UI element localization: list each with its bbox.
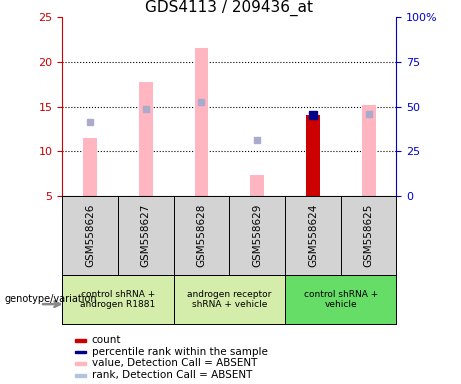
Bar: [174, 275, 285, 324]
Bar: [83, 138, 97, 196]
Text: GSM558629: GSM558629: [252, 204, 262, 267]
Text: GSM558624: GSM558624: [308, 204, 318, 267]
Text: androgen receptor
shRNA + vehicle: androgen receptor shRNA + vehicle: [187, 290, 272, 309]
Text: GSM558627: GSM558627: [141, 204, 151, 267]
Bar: [75, 339, 86, 342]
Text: control shRNA +
androgen R1881: control shRNA + androgen R1881: [80, 290, 155, 309]
Bar: [306, 116, 320, 196]
Title: GDS4113 / 209436_at: GDS4113 / 209436_at: [145, 0, 313, 16]
Bar: [361, 105, 376, 196]
Text: GSM558626: GSM558626: [85, 204, 95, 267]
Text: percentile rank within the sample: percentile rank within the sample: [92, 347, 267, 357]
Text: genotype/variation: genotype/variation: [5, 294, 97, 304]
Bar: [285, 275, 396, 324]
Bar: [250, 175, 264, 196]
Text: value, Detection Call = ABSENT: value, Detection Call = ABSENT: [92, 358, 257, 368]
Bar: [62, 275, 174, 324]
Bar: [306, 116, 320, 196]
Text: control shRNA +
vehicle: control shRNA + vehicle: [304, 290, 378, 309]
Bar: [139, 81, 153, 196]
Bar: [75, 374, 86, 377]
Text: rank, Detection Call = ABSENT: rank, Detection Call = ABSENT: [92, 370, 252, 380]
Text: count: count: [92, 335, 121, 345]
Text: GSM558628: GSM558628: [196, 204, 207, 267]
Bar: [75, 351, 86, 353]
Bar: [195, 48, 208, 196]
Bar: [75, 362, 86, 364]
Text: GSM558625: GSM558625: [364, 204, 373, 267]
